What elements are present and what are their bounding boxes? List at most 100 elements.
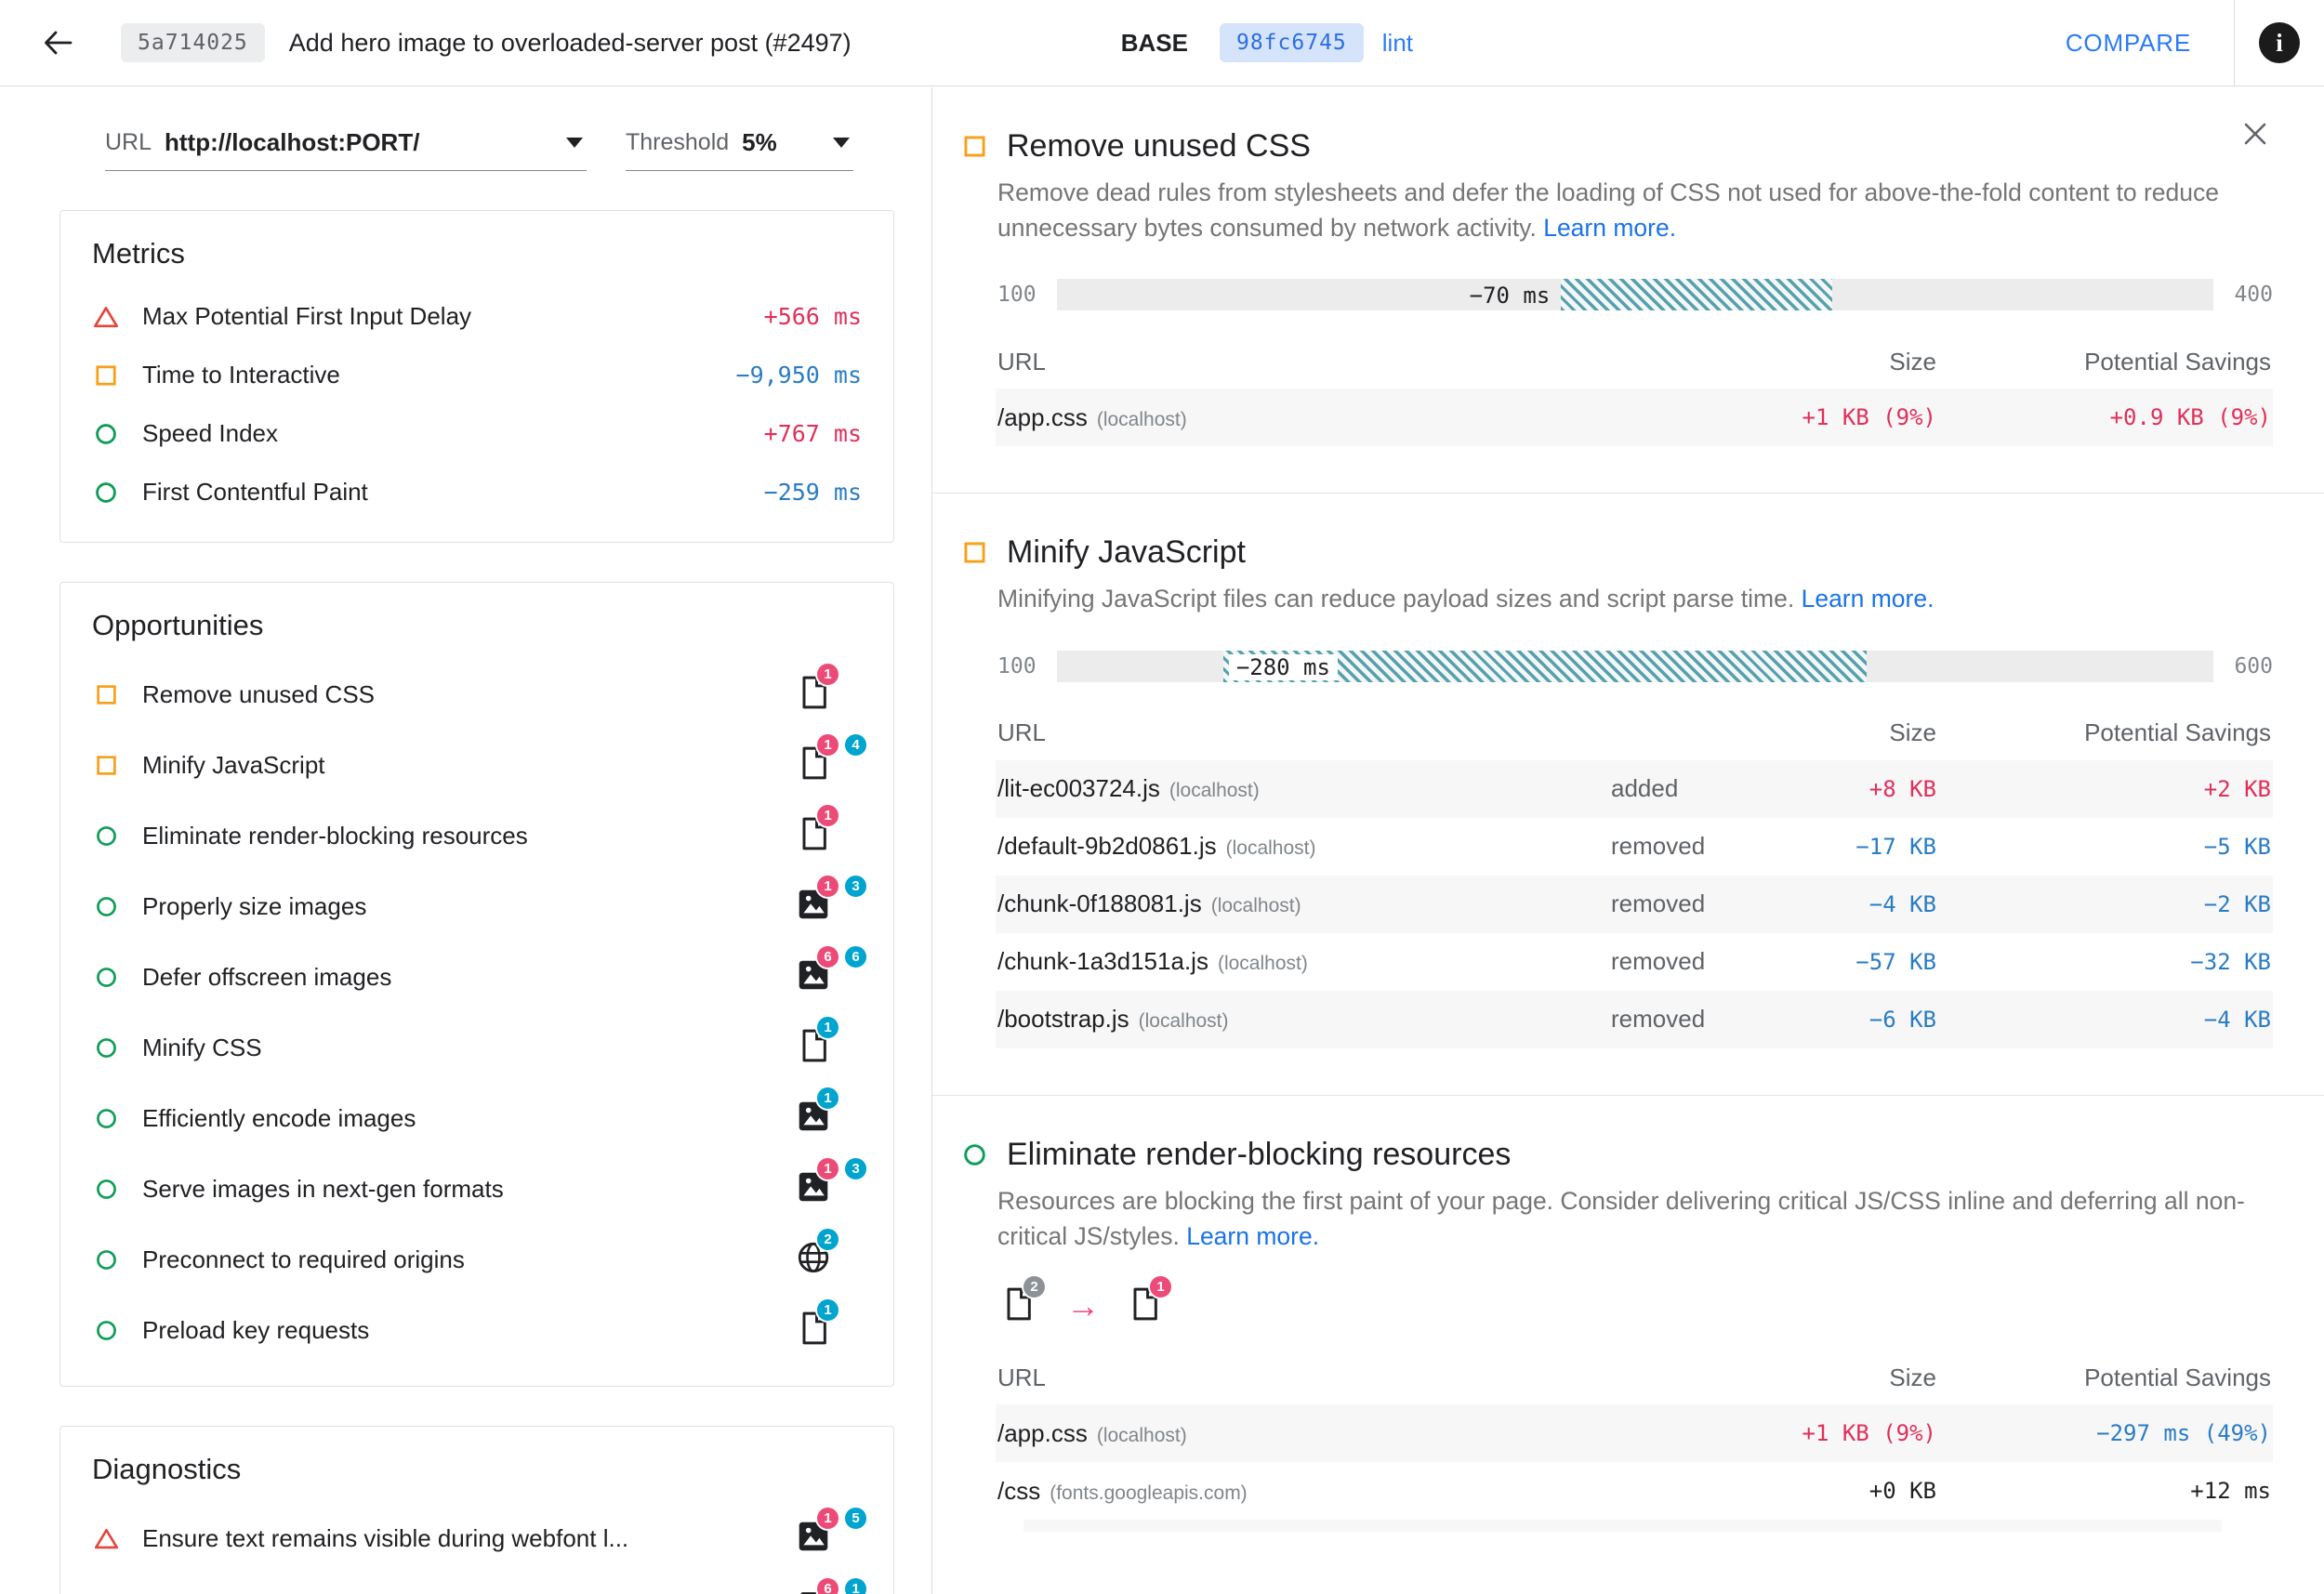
row-status: removed [1611, 1005, 1706, 1034]
section-title: Remove unused CSS [1007, 128, 1311, 164]
audit-row-minify-javascript[interactable]: Minify JavaScript 1 4 [92, 730, 868, 800]
table-row [1023, 1520, 2222, 1533]
audit-row-next-gen-formats[interactable]: Serve images in next-gen formats 1 3 [92, 1153, 868, 1224]
size-value: −4 KB [1868, 890, 1936, 917]
table-row: /app.css (localhost) +1 KB (9%) +0.9 KB (… [996, 389, 2273, 447]
table-row: /chunk-1a3d151a.js (localhost) removed −5… [996, 933, 2273, 991]
improvement-badge: 1 [815, 1086, 840, 1111]
savings-value: −5 KB [2203, 833, 2271, 860]
table-row: /bootstrap.js (localhost) removed −6 KB −… [996, 990, 2273, 1048]
resource-url: /css [997, 1476, 1041, 1505]
audit-row-remove-unused-css[interactable]: Remove unused CSS 1 [92, 659, 862, 730]
audit-row-request-counts[interactable]: Keep request counts low and transfer siz… [92, 1574, 868, 1594]
metric-value: +767 ms [763, 420, 862, 447]
compare-button[interactable]: COMPARE [2065, 28, 2191, 57]
col-savings: Potential Savings [2084, 1363, 2271, 1391]
audit-row-render-blocking[interactable]: Eliminate render-blocking resources 1 [92, 800, 862, 871]
info-icon[interactable]: i [2259, 22, 2300, 63]
audit-row-preconnect[interactable]: Preconnect to required origins 2 [92, 1224, 862, 1295]
compare-hash-badge[interactable]: 98fc6745 [1219, 23, 1364, 62]
threshold-select[interactable]: Threshold 5% [626, 125, 853, 171]
detail-section-remove-unused-css: Remove unused CSS Remove dead rules from… [932, 87, 2324, 493]
learn-more-link[interactable]: Learn more. [1543, 213, 1677, 242]
table-row: /default-9b2d0861.js (localhost) removed … [996, 818, 2273, 876]
document-icon: 2 [999, 1274, 1047, 1326]
savings-gauge: 100 −70 ms 400 [997, 279, 2273, 311]
learn-more-link[interactable]: Learn more. [1801, 585, 1934, 613]
savings-value: −2 KB [2203, 890, 2271, 917]
close-icon [2244, 123, 2266, 145]
savings-gauge: 100 −280 ms 600 [997, 650, 2273, 682]
size-value: +8 KB [1868, 775, 1936, 802]
description-text: Resources are blocking the first paint o… [997, 1186, 2245, 1250]
col-url: URL [997, 718, 1047, 747]
gauge-max-label: 600 [2234, 653, 2273, 678]
average-square-icon [960, 540, 988, 565]
row-status: removed [1611, 832, 1706, 861]
compare-branch-label[interactable]: lint [1381, 28, 1414, 57]
metric-row[interactable]: Speed Index +767 ms [92, 404, 862, 463]
row-status: added [1611, 774, 1679, 803]
back-button[interactable] [32, 17, 84, 69]
audit-label: Eliminate render-blocking resources [142, 821, 528, 850]
savings-value: +12 ms [2190, 1478, 2271, 1505]
savings-value: −297 ms (49%) [2096, 1420, 2271, 1447]
section-title: Eliminate render-blocking resources [1007, 1136, 1512, 1172]
resource-url: /default-9b2d0861.js [997, 832, 1217, 861]
metric-row[interactable]: First Contentful Paint −259 ms [92, 463, 862, 521]
pass-circle-icon [92, 1319, 120, 1342]
pass-circle-icon [92, 1107, 120, 1130]
detail-pane: Remove unused CSS Remove dead rules from… [932, 87, 2324, 1594]
opportunities-title: Opportunities [92, 609, 264, 641]
audit-label: Serve images in next-gen formats [142, 1174, 504, 1203]
audit-label: Minify CSS [142, 1033, 262, 1061]
size-value: +0 KB [1868, 1478, 1936, 1505]
audit-row-minify-css[interactable]: Minify CSS 1 [92, 1012, 862, 1083]
document-icon: 1 4 [795, 732, 868, 785]
resource-url: /bootstrap.js [997, 1005, 1129, 1034]
audit-row-preload-key-requests[interactable]: Preload key requests 1 [92, 1295, 862, 1365]
detail-section-render-blocking: Eliminate render-blocking resources Reso… [932, 1096, 2324, 1578]
url-select[interactable]: URL http://localhost:PORT/ [105, 125, 587, 171]
section-divider [932, 1094, 2324, 1096]
image-icon: 6 6 [795, 944, 868, 997]
diagnostics-card: Diagnostics Ensure text remains visible … [59, 1426, 894, 1594]
opportunities-card: Opportunities Remove unused CSS 1 [59, 582, 894, 1387]
section-divider [932, 493, 2324, 494]
regression-badge: 1 [815, 662, 840, 687]
learn-more-link[interactable]: Learn more. [1186, 1221, 1320, 1250]
resource-host: (localhost) [1225, 837, 1316, 860]
detail-section-minify-javascript: Minify JavaScript Minifying JavaScript f… [932, 494, 2324, 1095]
metric-label: Speed Index [142, 419, 279, 447]
metric-row[interactable]: Time to Interactive −9,950 ms [92, 346, 862, 404]
col-url: URL [997, 347, 1047, 375]
metric-value: −9,950 ms [735, 362, 862, 389]
audit-row-encode-images[interactable]: Efficiently encode images 1 [92, 1083, 862, 1153]
back-arrow-icon [45, 31, 73, 55]
regression-badge: 1 [815, 1506, 840, 1531]
arrow-right-icon: → [1066, 1286, 1100, 1325]
improvement-badge: 1 [815, 1015, 840, 1040]
metric-row[interactable]: Max Potential First Input Delay +566 ms [92, 287, 862, 346]
audit-row-defer-offscreen-images[interactable]: Defer offscreen images 6 6 [92, 942, 868, 1012]
base-hash-badge[interactable]: 5a714025 [121, 23, 265, 62]
regression-badge: 1 [815, 874, 840, 899]
table-row: /css (fonts.googleapis.com) +0 KB +12 ms [996, 1462, 2273, 1520]
table-row: /app.css (localhost) +1 KB (9%) −297 ms (… [996, 1404, 2273, 1463]
document-icon: 1 [1126, 1274, 1173, 1326]
regression-badge: 1 [815, 1156, 840, 1181]
close-button[interactable] [2235, 113, 2276, 154]
resource-url: /chunk-0f188081.js [997, 889, 1202, 918]
savings-value: −4 KB [2203, 1006, 2271, 1033]
gauge-delta-label: −280 ms [1228, 653, 1338, 680]
table-header-row: URL Size Potential Savings [996, 706, 2273, 760]
col-size: Size [1889, 347, 1936, 375]
col-url: URL [997, 1363, 1047, 1391]
audit-row-webfont-visible[interactable]: Ensure text remains visible during webfo… [92, 1503, 868, 1574]
savings-value: +0.9 KB (9%) [2109, 404, 2271, 431]
metrics-card: Metrics Max Potential First Input Delay … [59, 210, 894, 543]
resource-host: (localhost) [1217, 953, 1308, 975]
table-row: /chunk-0f188081.js (localhost) removed −4… [996, 875, 2273, 933]
audit-row-properly-size-images[interactable]: Properly size images 1 3 [92, 871, 868, 942]
